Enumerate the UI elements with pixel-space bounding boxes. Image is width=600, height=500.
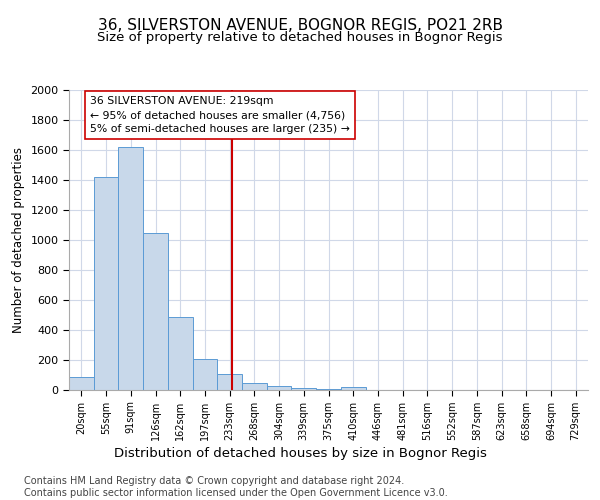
- Bar: [217, 374, 242, 390]
- Text: Contains HM Land Registry data © Crown copyright and database right 2024.
Contai: Contains HM Land Registry data © Crown c…: [24, 476, 448, 498]
- Text: 36 SILVERSTON AVENUE: 219sqm
← 95% of detached houses are smaller (4,756)
5% of : 36 SILVERSTON AVENUE: 219sqm ← 95% of de…: [90, 96, 350, 134]
- Bar: [143, 232, 168, 390]
- Bar: [69, 377, 94, 390]
- Bar: [316, 388, 341, 390]
- Bar: [168, 316, 193, 390]
- Bar: [341, 387, 365, 390]
- Bar: [242, 383, 267, 390]
- Bar: [292, 388, 316, 390]
- Text: 36, SILVERSTON AVENUE, BOGNOR REGIS, PO21 2RB: 36, SILVERSTON AVENUE, BOGNOR REGIS, PO2…: [97, 18, 503, 32]
- Bar: [118, 147, 143, 390]
- Bar: [193, 359, 217, 390]
- Y-axis label: Number of detached properties: Number of detached properties: [12, 147, 25, 333]
- Bar: [94, 177, 118, 390]
- Text: Distribution of detached houses by size in Bognor Regis: Distribution of detached houses by size …: [113, 448, 487, 460]
- Bar: [267, 386, 292, 390]
- Text: Size of property relative to detached houses in Bognor Regis: Size of property relative to detached ho…: [97, 31, 503, 44]
